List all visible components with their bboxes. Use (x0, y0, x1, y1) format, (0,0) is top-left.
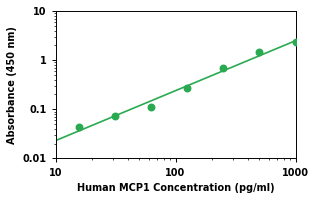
Point (293, 41, 298, 44)
Point (257, 51, 262, 54)
X-axis label: Human MCP1 Concentration (pg/ml): Human MCP1 Concentration (pg/ml) (77, 183, 274, 193)
Point (221, 66, 226, 69)
Point (112, 115, 117, 118)
Y-axis label: Absorbance (450 nm): Absorbance (450 nm) (7, 26, 17, 144)
Point (185, 86, 190, 90)
Point (76, 125, 81, 128)
Point (149, 106, 154, 109)
